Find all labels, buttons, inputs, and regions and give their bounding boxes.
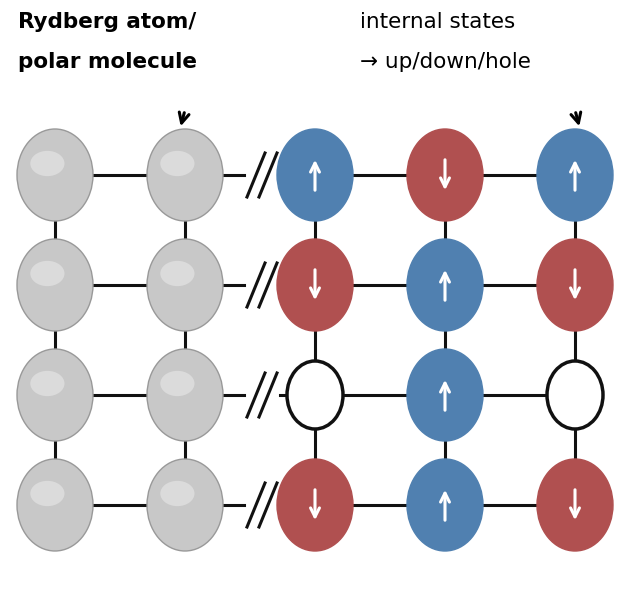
Ellipse shape	[407, 129, 483, 221]
Ellipse shape	[30, 371, 65, 396]
Ellipse shape	[160, 261, 195, 286]
Ellipse shape	[147, 459, 223, 551]
Ellipse shape	[537, 459, 613, 551]
Ellipse shape	[537, 129, 613, 221]
Ellipse shape	[30, 481, 65, 506]
Ellipse shape	[547, 361, 603, 429]
Ellipse shape	[277, 239, 353, 331]
Ellipse shape	[17, 239, 93, 331]
Text: internal states: internal states	[360, 12, 515, 32]
Text: polar molecule: polar molecule	[18, 52, 197, 72]
Ellipse shape	[160, 481, 195, 506]
Ellipse shape	[147, 129, 223, 221]
Ellipse shape	[17, 459, 93, 551]
Ellipse shape	[17, 129, 93, 221]
Ellipse shape	[407, 349, 483, 441]
Text: Rydberg atom/: Rydberg atom/	[18, 12, 196, 32]
Ellipse shape	[30, 261, 65, 286]
Ellipse shape	[537, 239, 613, 331]
Ellipse shape	[287, 361, 343, 429]
Ellipse shape	[277, 129, 353, 221]
Ellipse shape	[160, 151, 195, 176]
Ellipse shape	[30, 151, 65, 176]
Ellipse shape	[277, 459, 353, 551]
Ellipse shape	[407, 239, 483, 331]
Ellipse shape	[147, 349, 223, 441]
Text: → up/down/hole: → up/down/hole	[360, 52, 531, 72]
Ellipse shape	[17, 349, 93, 441]
Ellipse shape	[407, 459, 483, 551]
Ellipse shape	[160, 371, 195, 396]
Ellipse shape	[147, 239, 223, 331]
